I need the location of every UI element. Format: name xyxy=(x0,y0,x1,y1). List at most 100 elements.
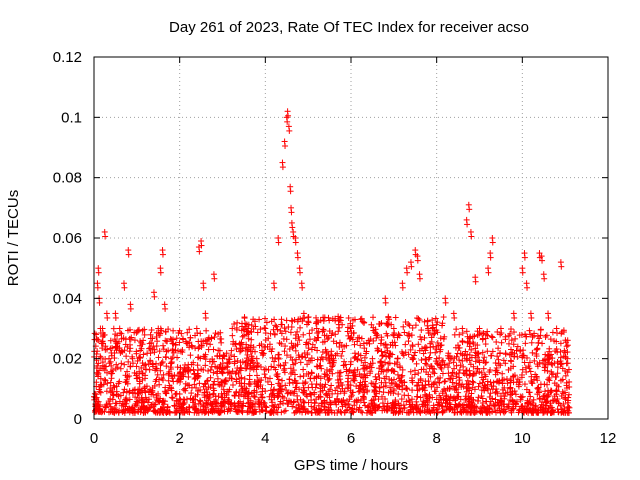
data-point xyxy=(107,345,114,352)
data-point xyxy=(516,406,523,413)
data-point xyxy=(134,357,141,364)
data-point xyxy=(299,284,306,291)
data-point xyxy=(522,331,529,338)
data-point xyxy=(288,209,295,216)
data-point xyxy=(215,331,222,338)
data-point xyxy=(371,329,378,336)
data-point xyxy=(511,314,518,321)
data-point xyxy=(463,328,470,335)
data-point xyxy=(238,408,245,415)
data-point xyxy=(359,393,366,400)
data-point xyxy=(507,326,514,333)
data-point xyxy=(276,351,283,358)
data-point xyxy=(224,369,231,376)
data-point xyxy=(492,359,499,366)
data-point xyxy=(296,337,303,344)
data-point xyxy=(320,326,327,333)
data-point xyxy=(269,399,276,406)
data-point xyxy=(358,315,365,322)
data-point xyxy=(474,365,481,372)
data-point xyxy=(347,358,354,365)
data-point xyxy=(281,325,288,332)
data-point xyxy=(297,359,304,366)
data-point xyxy=(287,188,294,195)
data-point xyxy=(346,335,353,342)
data-point xyxy=(220,352,227,359)
data-point xyxy=(237,365,244,372)
data-point xyxy=(430,381,437,388)
data-point xyxy=(144,350,151,357)
data-point xyxy=(542,351,549,358)
data-point xyxy=(132,402,139,409)
data-point xyxy=(297,315,304,322)
data-point xyxy=(400,323,407,330)
data-point xyxy=(366,363,373,370)
data-point xyxy=(233,346,240,353)
data-point xyxy=(390,386,397,393)
data-point xyxy=(427,344,434,351)
data-point xyxy=(196,380,203,387)
data-point xyxy=(210,407,217,414)
data-point xyxy=(294,328,301,335)
data-point xyxy=(308,355,315,362)
data-point xyxy=(191,381,198,388)
data-point xyxy=(387,384,394,391)
data-point xyxy=(278,330,285,337)
data-point xyxy=(231,353,238,360)
data-point xyxy=(280,394,287,401)
data-point xyxy=(212,330,219,337)
data-point xyxy=(139,370,146,377)
data-point xyxy=(479,395,486,402)
data-point xyxy=(532,402,539,409)
data-point xyxy=(462,396,469,403)
data-point xyxy=(459,351,466,358)
data-point xyxy=(284,390,291,397)
data-point xyxy=(480,384,487,391)
data-point xyxy=(543,399,550,406)
data-point xyxy=(487,254,494,261)
data-point xyxy=(94,373,101,380)
data-point xyxy=(361,345,368,352)
data-point xyxy=(284,401,291,408)
data-point xyxy=(279,377,286,384)
data-point xyxy=(483,409,490,416)
data-point xyxy=(425,330,432,337)
data-point xyxy=(498,403,505,410)
data-point xyxy=(466,206,473,213)
data-point xyxy=(186,326,193,333)
data-point xyxy=(508,337,515,344)
data-point xyxy=(190,404,197,411)
data-point xyxy=(240,402,247,409)
data-point xyxy=(196,397,203,404)
data-point xyxy=(305,384,312,391)
data-point xyxy=(319,339,326,346)
data-point xyxy=(263,319,270,326)
data-point xyxy=(544,352,551,359)
data-point xyxy=(315,409,322,416)
data-point xyxy=(394,371,401,378)
data-point xyxy=(233,408,240,415)
data-point xyxy=(328,348,335,355)
data-point xyxy=(377,359,384,366)
data-point xyxy=(384,320,391,327)
data-point xyxy=(186,382,193,389)
data-point xyxy=(544,392,551,399)
data-point xyxy=(101,363,108,370)
data-point xyxy=(302,379,309,386)
data-point xyxy=(123,395,130,402)
data-point xyxy=(317,356,324,363)
data-point xyxy=(535,339,542,346)
data-point xyxy=(318,406,325,413)
data-point xyxy=(223,392,230,399)
data-point xyxy=(111,404,118,411)
data-point xyxy=(336,317,343,324)
data-point xyxy=(549,407,556,414)
data-point xyxy=(309,327,316,334)
data-point xyxy=(266,375,273,382)
data-point xyxy=(316,362,323,369)
data-point xyxy=(332,399,339,406)
data-point xyxy=(407,346,414,353)
data-point xyxy=(325,388,332,395)
data-point xyxy=(434,408,441,415)
data-point xyxy=(296,354,303,361)
